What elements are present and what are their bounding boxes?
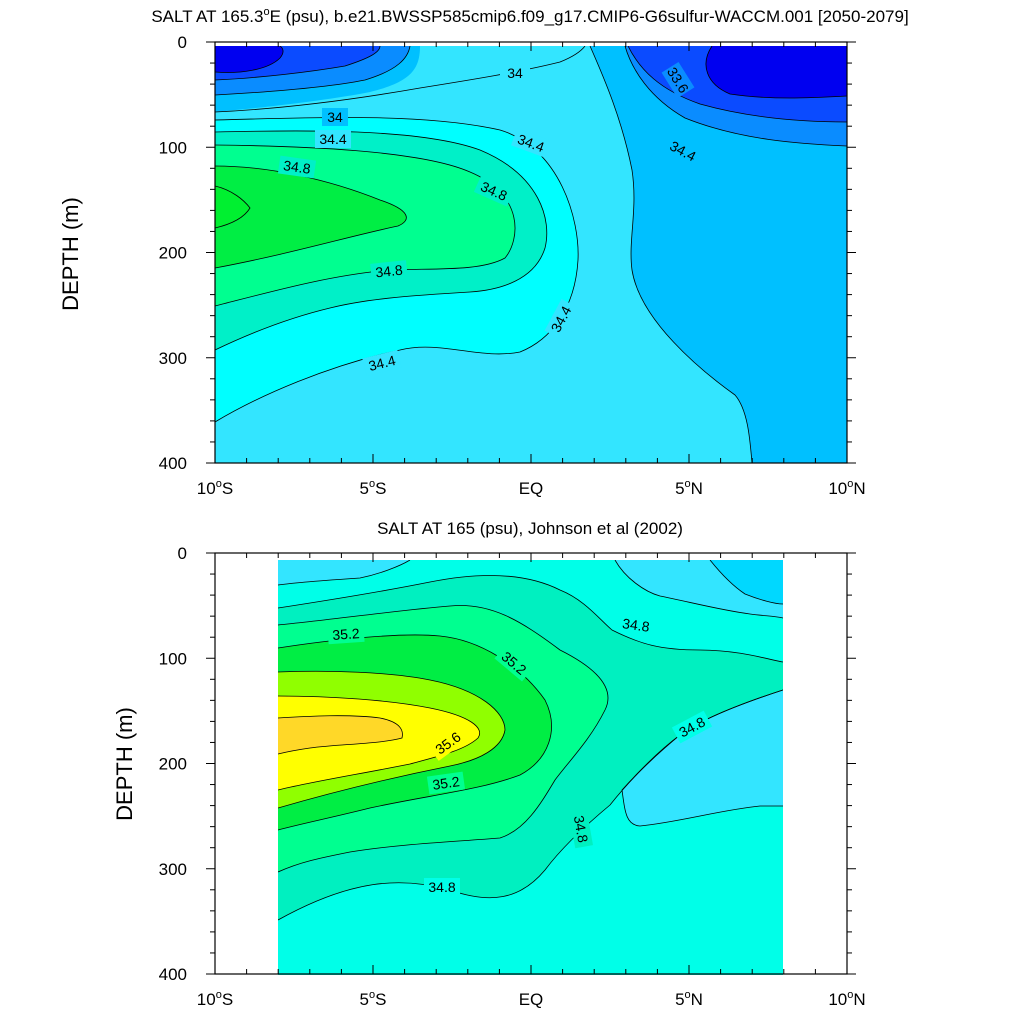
contour-label: 34 (507, 65, 523, 81)
y-tick-label: 300 (159, 349, 187, 368)
x-tick-label: 10oS (197, 478, 233, 498)
contour-label: 34.8 (621, 615, 650, 635)
top-axes: 10oS 5oS EQ 5oN 10oN 0 100 200 300 400 (159, 33, 866, 498)
x-tick-label: 5oS (360, 478, 387, 498)
contour-label: 34.8 (375, 262, 404, 281)
y-tick-label: 400 (159, 965, 187, 984)
contour-label: 34.8 (282, 157, 311, 177)
bottom-axes: 10oS 5oS EQ 5oN 10oN 0 100 200 300 400 (159, 544, 866, 1009)
panel-top: SALT AT 165.3oE (psu), b.e21.BWSSP585cmi… (58, 6, 909, 498)
fill-level-8 (215, 166, 407, 268)
fill-level-8 (278, 715, 403, 754)
bottom-title: SALT AT 165 (psu), Johnson et al (2002) (377, 519, 683, 538)
y-tick-label: 100 (159, 138, 187, 157)
x-tick-label: EQ (519, 990, 544, 1009)
x-tick-label: 5oS (360, 989, 387, 1009)
y-tick-label: 0 (178, 33, 187, 52)
contour-label: 34.4 (319, 131, 346, 147)
contour-label: 34.8 (571, 814, 592, 844)
top-contour-fills (215, 46, 847, 463)
contour-label: 35.2 (431, 773, 460, 793)
fill-level-0b (706, 46, 847, 98)
contour-label: 34 (327, 109, 343, 125)
x-tick-label: EQ (519, 479, 544, 498)
fill-level-3 (590, 46, 847, 463)
panel-bottom: SALT AT 165 (psu), Johnson et al (2002) (112, 519, 866, 1009)
bottom-y-axis-label: DEPTH (m) (112, 707, 137, 821)
bottom-contour-labels: 35.2 35.2 34.8 34.8 35.6 35.2 34.8 34.8 (327, 613, 713, 896)
top-y-axis-label: DEPTH (m) (58, 197, 83, 311)
y-tick-label: 200 (159, 755, 187, 774)
fill-level-9 (215, 186, 250, 228)
x-tick-label: 5oN (675, 989, 703, 1009)
x-tick-label: 10oN (828, 989, 865, 1009)
y-tick-label: 200 (159, 244, 187, 263)
bottom-contour-fills (278, 560, 783, 975)
contour-label: 34.4 (367, 352, 398, 374)
fill-level-0 (710, 560, 783, 604)
top-title: SALT AT 165.3oE (psu), b.e21.BWSSP585cmi… (151, 6, 908, 26)
contour-label: 35.2 (332, 625, 361, 643)
y-tick-label: 100 (159, 649, 187, 668)
fill-level-1 (278, 560, 410, 585)
y-tick-label: 400 (159, 454, 187, 473)
y-tick-label: 300 (159, 860, 187, 879)
x-tick-label: 10oS (197, 989, 233, 1009)
fill-level-0 (215, 46, 284, 73)
contour-label: 34.8 (428, 879, 455, 895)
fill-level-1c (622, 690, 783, 826)
x-tick-label: 5oN (675, 478, 703, 498)
y-tick-label: 0 (178, 544, 187, 563)
x-tick-label: 10oN (828, 478, 865, 498)
